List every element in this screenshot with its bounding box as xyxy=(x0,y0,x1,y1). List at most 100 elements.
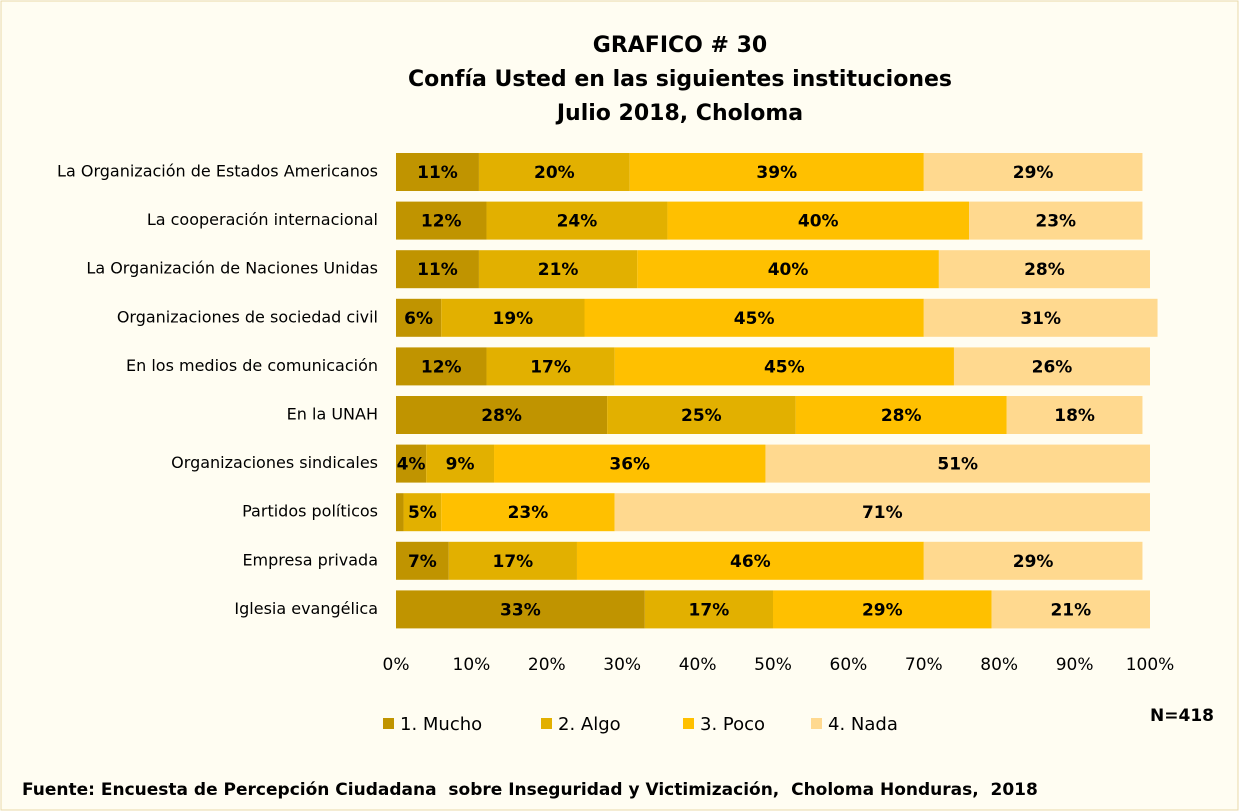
data-label: 9% xyxy=(446,455,475,475)
bar-segment xyxy=(923,298,1158,337)
data-label: 24% xyxy=(557,212,598,232)
data-label: 11% xyxy=(417,260,458,280)
bar-segment xyxy=(795,396,1007,434)
bar-segment xyxy=(614,347,954,386)
data-label: 12% xyxy=(421,357,462,377)
data-label: 7% xyxy=(408,552,437,572)
data-label: 45% xyxy=(734,309,775,329)
bar-segment xyxy=(396,298,442,337)
legend-swatch xyxy=(541,718,552,729)
y-tick-label: Empresa privada xyxy=(242,550,378,569)
bar-segment xyxy=(576,541,924,580)
bar-segment xyxy=(765,444,1150,483)
x-tick-label: 80% xyxy=(980,655,1018,675)
data-label: 21% xyxy=(538,260,579,280)
bar-segment xyxy=(396,153,479,191)
data-label: 4% xyxy=(397,455,426,475)
x-tick-label: 10% xyxy=(453,655,491,675)
bar-segment xyxy=(486,347,615,386)
bar-segment xyxy=(403,493,442,532)
data-label: 46% xyxy=(730,552,771,572)
x-tick-label: 70% xyxy=(905,655,943,675)
y-tick-label: Organizaciones de sociedad civil xyxy=(117,307,378,326)
legend-swatch xyxy=(383,718,394,729)
y-tick-label: La Organización de Naciones Unidas xyxy=(86,259,378,278)
data-label: 31% xyxy=(1020,309,1061,329)
bar-segment xyxy=(396,541,449,580)
data-label: 17% xyxy=(530,357,571,377)
legend-label: 1. Mucho xyxy=(400,714,482,735)
bar-segment xyxy=(614,493,1150,532)
y-tick-label: Organizaciones sindicales xyxy=(171,453,378,472)
bar-segment xyxy=(629,153,924,191)
x-tick-label: 30% xyxy=(603,655,641,675)
x-tick-label: 20% xyxy=(528,655,566,675)
legend-label: 4. Nada xyxy=(828,714,898,735)
data-label: 28% xyxy=(1024,260,1065,280)
data-label: 23% xyxy=(508,503,549,523)
source: Fuente: Encuesta de Percepción Ciudadana… xyxy=(22,780,1038,800)
data-label: 6% xyxy=(404,309,433,329)
data-label: 18% xyxy=(1054,406,1095,426)
x-tick-label: 60% xyxy=(830,655,868,675)
bar-segment xyxy=(991,590,1150,629)
legend-swatch xyxy=(683,718,694,729)
data-label: 39% xyxy=(756,163,797,183)
bar-segment xyxy=(478,153,630,191)
bar-segment xyxy=(441,298,585,337)
data-label: 40% xyxy=(768,260,809,280)
data-label: 36% xyxy=(609,455,650,475)
bar-segment xyxy=(584,298,924,337)
data-label: 29% xyxy=(1013,163,1054,183)
x-tick-label: 50% xyxy=(754,655,792,675)
bar-segment xyxy=(396,347,487,386)
chart-subtitle: Julio 2018, Choloma xyxy=(555,101,803,126)
data-label: 25% xyxy=(681,406,722,426)
bar-segment xyxy=(396,250,479,289)
x-tick-label: 90% xyxy=(1056,655,1094,675)
data-label: 17% xyxy=(689,600,730,620)
legend-label: 3. Poco xyxy=(700,714,765,735)
data-label: 20% xyxy=(534,163,575,183)
bar-segment xyxy=(969,201,1143,240)
bar-segment xyxy=(396,201,487,240)
data-label: 71% xyxy=(862,503,903,523)
bar-segment xyxy=(923,153,1143,191)
bar-segment xyxy=(1006,396,1143,434)
x-tick-label: 0% xyxy=(383,655,410,675)
data-label: 17% xyxy=(493,552,534,572)
data-label: 21% xyxy=(1050,600,1091,620)
bar-segment xyxy=(478,250,638,289)
chart-title: GRAFICO # 30 xyxy=(593,33,767,58)
data-label: 29% xyxy=(862,600,903,620)
bar-segment xyxy=(494,444,766,483)
bar-segment xyxy=(396,590,645,629)
bar-segment xyxy=(396,396,608,434)
data-label: 28% xyxy=(481,406,522,426)
data-label: 26% xyxy=(1032,357,1073,377)
bar-segment xyxy=(396,493,404,532)
data-label: 33% xyxy=(500,600,541,620)
bar-segment xyxy=(953,347,1150,386)
data-label: 23% xyxy=(1035,212,1076,232)
bar-segment xyxy=(441,493,615,532)
data-label: 28% xyxy=(881,406,922,426)
data-label: 45% xyxy=(764,357,805,377)
data-label: 51% xyxy=(937,455,978,475)
y-tick-label: En los medios de comunicación xyxy=(126,356,378,375)
data-label: 5% xyxy=(408,503,437,523)
bar-segment xyxy=(773,590,992,629)
x-tick-label: 40% xyxy=(679,655,717,675)
legend-swatch xyxy=(811,718,822,729)
annotation: N=418 xyxy=(1150,706,1214,726)
bar-segment xyxy=(923,541,1143,580)
y-tick-label: Partidos políticos xyxy=(242,502,378,521)
y-tick-label: La Organización de Estados Americanos xyxy=(57,162,378,181)
data-label: 12% xyxy=(421,212,462,232)
bar-segment xyxy=(448,541,577,580)
bar-segment xyxy=(938,250,1150,289)
bar-segment xyxy=(396,444,427,483)
data-label: 40% xyxy=(798,212,839,232)
bar-segment xyxy=(486,201,668,240)
